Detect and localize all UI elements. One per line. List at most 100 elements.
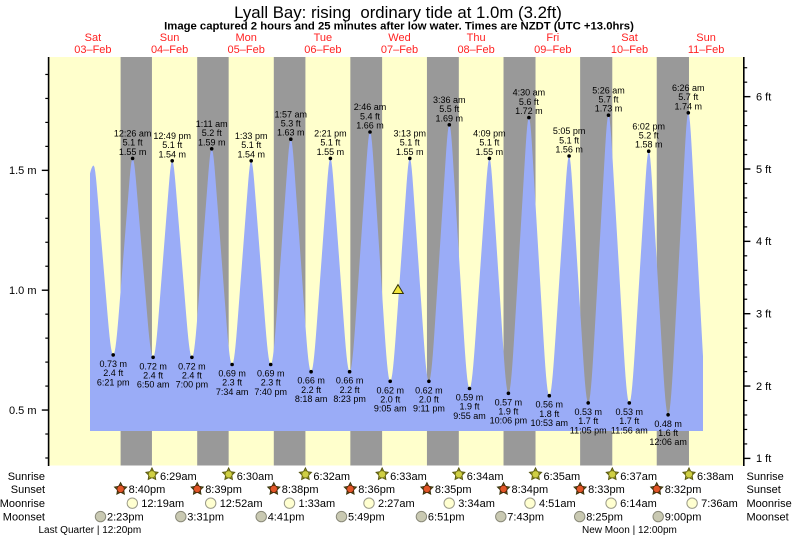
svg-text:5.3 ft: 5.3 ft — [281, 119, 302, 129]
svg-text:5.1 ft: 5.1 ft — [123, 138, 144, 148]
svg-text:5.1 ft: 5.1 ft — [241, 140, 262, 150]
svg-text:1.55 m: 1.55 m — [317, 147, 345, 157]
svg-text:0.62 m: 0.62 m — [415, 385, 443, 395]
svg-text:5.1 ft: 5.1 ft — [400, 138, 421, 148]
svg-text:1.58 m: 1.58 m — [635, 140, 663, 150]
svg-text:11:56 am: 11:56 am — [611, 425, 648, 435]
svg-text:0.66 m: 0.66 m — [336, 376, 364, 386]
svg-text:0.57 m: 0.57 m — [495, 397, 523, 407]
svg-text:10:06 pm: 10:06 pm — [490, 416, 528, 426]
svg-text:0.56 m: 0.56 m — [536, 400, 564, 410]
svg-text:Sat: Sat — [85, 32, 102, 44]
svg-text:1.9 ft: 1.9 ft — [498, 407, 519, 417]
svg-text:1.55 m: 1.55 m — [119, 147, 147, 157]
svg-text:3:36 am: 3:36 am — [433, 95, 466, 105]
svg-text:2.4 ft: 2.4 ft — [182, 371, 203, 381]
svg-text:7:36am: 7:36am — [701, 498, 738, 510]
svg-text:10:53 am: 10:53 am — [531, 418, 569, 428]
svg-text:1.54 m: 1.54 m — [237, 149, 265, 159]
svg-text:9:55 am: 9:55 am — [453, 411, 486, 421]
svg-text:6:02 pm: 6:02 pm — [632, 121, 665, 131]
svg-text:Image captured 2 hours and 25: Image captured 2 hours and 25 minutes af… — [164, 20, 634, 32]
svg-text:8:38pm: 8:38pm — [282, 484, 319, 496]
svg-text:12:49 pm: 12:49 pm — [153, 131, 191, 141]
svg-text:8:18 am: 8:18 am — [295, 394, 328, 404]
svg-text:6:32am: 6:32am — [313, 471, 350, 483]
svg-text:4:51am: 4:51am — [539, 498, 576, 510]
svg-text:6 ft: 6 ft — [756, 91, 771, 103]
svg-text:6:51pm: 6:51pm — [428, 511, 465, 523]
svg-text:5:26 am: 5:26 am — [592, 85, 625, 95]
svg-text:2.2 ft: 2.2 ft — [340, 385, 361, 395]
svg-text:6:37am: 6:37am — [620, 471, 657, 483]
svg-text:6:26 am: 6:26 am — [672, 83, 705, 93]
svg-text:2.4 ft: 2.4 ft — [103, 368, 124, 378]
svg-text:8:36pm: 8:36pm — [358, 484, 395, 496]
svg-text:9:05 am: 9:05 am — [374, 404, 407, 414]
svg-text:New Moon | 12:00pm: New Moon | 12:00pm — [582, 525, 677, 536]
svg-text:3:13 pm: 3:13 pm — [394, 129, 427, 139]
svg-text:1.55 m: 1.55 m — [396, 147, 424, 157]
svg-text:Thu: Thu — [467, 32, 486, 44]
svg-text:Fri: Fri — [546, 32, 559, 44]
svg-text:8:39pm: 8:39pm — [205, 484, 242, 496]
svg-text:2:21 pm: 2:21 pm — [314, 129, 347, 139]
svg-text:7:43pm: 7:43pm — [507, 511, 544, 523]
svg-text:6:50 am: 6:50 am — [137, 380, 170, 390]
svg-text:1:33am: 1:33am — [299, 498, 336, 510]
svg-text:1.63 m: 1.63 m — [277, 128, 305, 138]
svg-text:6:34am: 6:34am — [467, 471, 504, 483]
svg-text:Moonrise: Moonrise — [747, 498, 792, 510]
svg-text:Sun: Sun — [160, 32, 180, 44]
svg-text:12:26 am: 12:26 am — [114, 129, 152, 139]
svg-text:6:29am: 6:29am — [160, 471, 197, 483]
svg-text:1.69 m: 1.69 m — [436, 113, 464, 123]
svg-text:5.1 ft: 5.1 ft — [162, 140, 183, 150]
svg-text:1.8 ft: 1.8 ft — [539, 409, 560, 419]
svg-text:Wed: Wed — [388, 32, 410, 44]
svg-text:5.1 ft: 5.1 ft — [559, 135, 580, 145]
svg-text:Sunrise: Sunrise — [747, 471, 784, 483]
svg-text:11–Feb: 11–Feb — [688, 44, 725, 56]
svg-text:8:40pm: 8:40pm — [129, 484, 166, 496]
svg-text:1.66 m: 1.66 m — [356, 121, 384, 131]
svg-text:0.48 m: 0.48 m — [654, 419, 682, 429]
svg-text:5.7 ft: 5.7 ft — [678, 92, 699, 102]
svg-text:0.73 m: 0.73 m — [99, 359, 127, 369]
svg-text:08–Feb: 08–Feb — [457, 44, 494, 56]
svg-text:2.4 ft: 2.4 ft — [143, 371, 164, 381]
svg-text:8:23 pm: 8:23 pm — [333, 394, 366, 404]
svg-text:5:49pm: 5:49pm — [348, 511, 385, 523]
svg-text:2:23pm: 2:23pm — [107, 511, 144, 523]
svg-text:07–Feb: 07–Feb — [381, 44, 418, 56]
svg-text:03–Feb: 03–Feb — [74, 44, 111, 56]
svg-text:1.9 ft: 1.9 ft — [459, 402, 480, 412]
svg-text:Moonrise: Moonrise — [0, 498, 45, 510]
svg-text:5.6 ft: 5.6 ft — [519, 97, 540, 107]
svg-text:0.66 m: 0.66 m — [297, 376, 325, 386]
svg-text:Lyall Bay: rising ordinary ti: Lyall Bay: rising ordinary tide at 1.0m … — [234, 3, 562, 22]
svg-text:5.1 ft: 5.1 ft — [320, 138, 341, 148]
svg-text:8:34pm: 8:34pm — [512, 484, 549, 496]
svg-text:8:33pm: 8:33pm — [588, 484, 625, 496]
svg-text:1.6 ft: 1.6 ft — [658, 428, 679, 438]
svg-text:9:11 pm: 9:11 pm — [413, 404, 445, 414]
svg-text:1 ft: 1 ft — [756, 453, 771, 465]
svg-text:Sat: Sat — [621, 32, 638, 44]
svg-text:1:57 am: 1:57 am — [275, 109, 308, 119]
svg-text:2.2 ft: 2.2 ft — [301, 385, 322, 395]
svg-text:2:27am: 2:27am — [378, 498, 415, 510]
svg-text:Mon: Mon — [235, 32, 256, 44]
svg-text:2.3 ft: 2.3 ft — [261, 378, 282, 388]
svg-text:3:34am: 3:34am — [458, 498, 495, 510]
svg-text:0.53 m: 0.53 m — [616, 407, 644, 417]
svg-text:0.62 m: 0.62 m — [376, 385, 404, 395]
svg-text:09–Feb: 09–Feb — [534, 44, 571, 56]
svg-text:05–Feb: 05–Feb — [228, 44, 265, 56]
svg-text:12:19am: 12:19am — [141, 498, 184, 510]
svg-text:4 ft: 4 ft — [756, 236, 771, 248]
svg-text:4:41pm: 4:41pm — [268, 511, 305, 523]
svg-text:2:46 am: 2:46 am — [354, 102, 387, 112]
svg-text:1.7 ft: 1.7 ft — [619, 416, 640, 426]
svg-text:0.72 m: 0.72 m — [178, 361, 206, 371]
